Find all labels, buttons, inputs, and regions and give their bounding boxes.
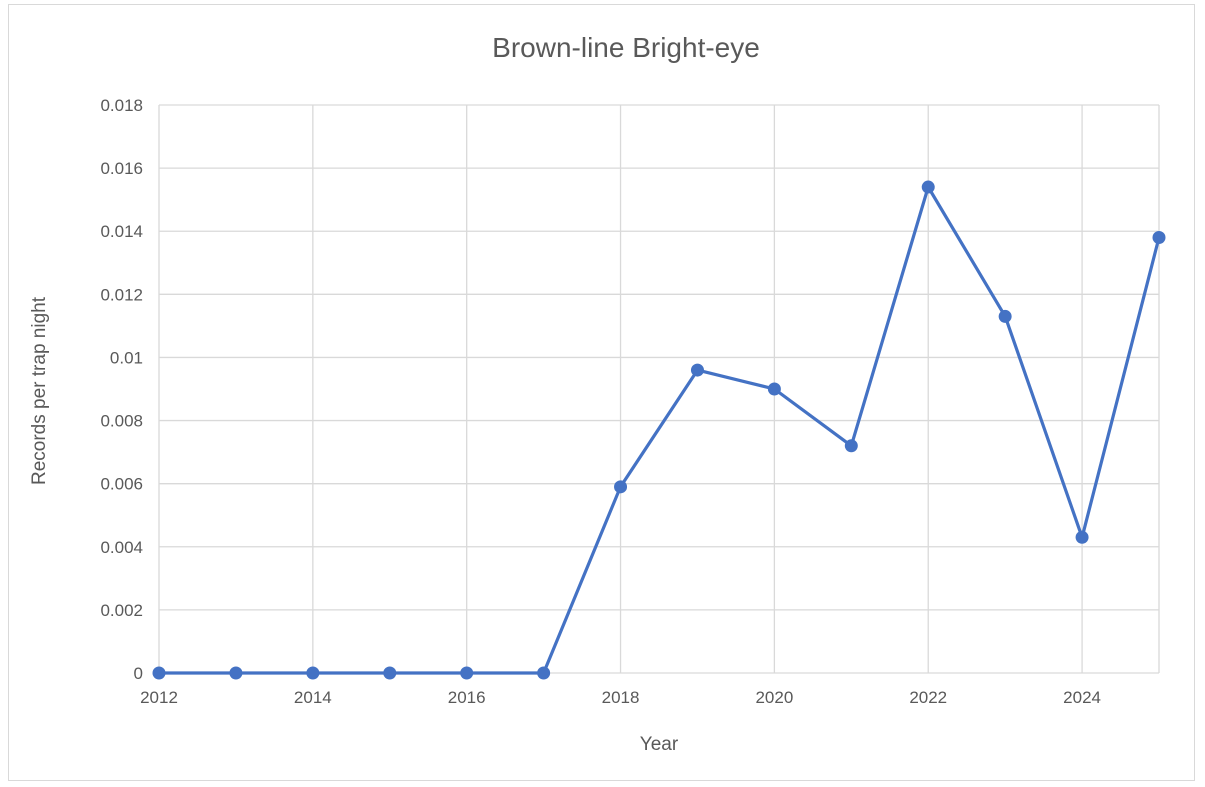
y-tick-label: 0.014 [100,222,143,241]
data-point [152,666,166,680]
series-line [157,185,1161,675]
data-point [1152,231,1166,245]
x-tick-label: 2024 [1063,688,1101,707]
x-tick-label: 2014 [294,688,332,707]
data-point [1075,530,1089,544]
data-point [537,666,551,680]
data-point [844,439,858,453]
gridlines [158,104,1160,674]
y-axis-tick-labels: 0 0.002 0.004 0.006 0.008 0.01 0.012 0.014 0.016… [100,96,143,683]
y-tick-label: 0.002 [100,601,143,620]
x-axis-title: Year [640,734,679,755]
data-point [998,309,1012,323]
data-point [229,666,243,680]
data-point [921,180,935,194]
chart-title: Brown-line Bright-eye [492,32,760,63]
y-tick-label: 0.006 [100,475,143,494]
data-point [690,363,704,377]
chart-area: Brown-line Bright-eye 0 0.002 0.004 0.006 0.… [8,4,1195,781]
y-tick-label: 0.018 [100,96,143,115]
x-tick-label: 2012 [140,688,178,707]
y-tick-label: 0.004 [100,538,143,557]
y-tick-label: 0.016 [100,159,143,178]
data-point [767,382,781,396]
y-tick-label: 0.012 [100,285,143,304]
line-chart: Brown-line Bright-eye 0 0.002 0.004 0.006 0.… [29,32,1166,755]
x-tick-label: 2022 [909,688,947,707]
x-tick-label: 2018 [602,688,640,707]
y-axis-title: Records per trap night [29,296,50,485]
x-tick-label: 2020 [755,688,793,707]
data-series [152,180,1166,680]
x-axis-tick-labels: 2012 2014 2016 2018 2020 2022 2024 [140,688,1101,707]
y-tick-label: 0.008 [100,412,143,431]
data-point [460,666,474,680]
y-tick-label: 0 [134,664,143,683]
data-point [383,666,397,680]
data-point [306,666,320,680]
y-tick-label: 0.01 [110,348,143,367]
x-tick-label: 2016 [448,688,486,707]
data-point [614,480,628,494]
